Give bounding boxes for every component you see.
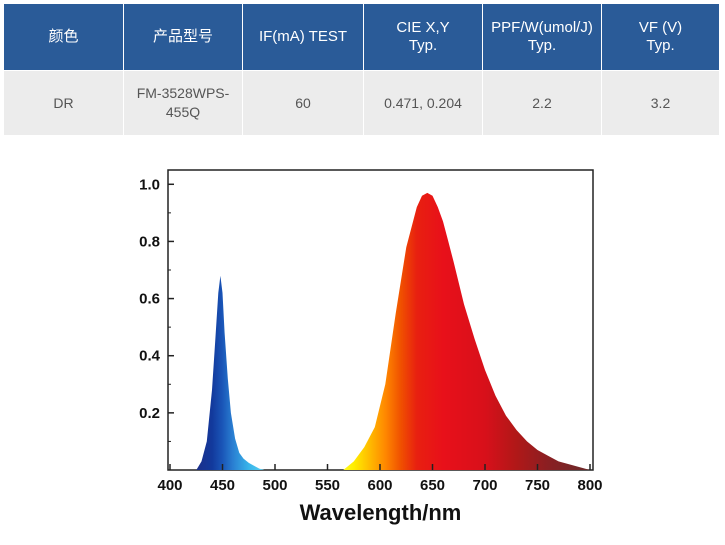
x-tick-label: 400 bbox=[157, 477, 182, 494]
header-text: VF (V) bbox=[638, 19, 683, 36]
cell-vf: 3.2 bbox=[601, 70, 720, 136]
x-axis-title: Wavelength/nm bbox=[300, 500, 462, 525]
header-text: Typ. bbox=[646, 37, 675, 54]
x-tick-label: 450 bbox=[210, 477, 235, 494]
cell-if: 60 bbox=[242, 70, 364, 136]
series-area-0 bbox=[196, 275, 265, 470]
table-row: DR FM-3528WPS-455Q 60 0.471, 0.204 2.2 3… bbox=[3, 70, 720, 136]
series-area-1 bbox=[343, 192, 590, 470]
x-tick-label: 650 bbox=[420, 477, 445, 494]
cell-cie: 0.471, 0.204 bbox=[363, 70, 483, 136]
y-tick-label: 0.2 bbox=[139, 405, 160, 422]
header-text: CIE X,Y bbox=[396, 19, 450, 36]
header-text: IF(mA) TEST bbox=[258, 28, 348, 45]
header-text: 颜色 bbox=[48, 28, 79, 45]
x-tick-label: 750 bbox=[525, 477, 550, 494]
x-tick-label: 800 bbox=[577, 477, 602, 494]
table-header-row: 颜色 产品型号 IF(mA) TEST CIE X,Y Typ. PPF/W(umol/J… bbox=[3, 3, 720, 71]
header-cie: CIE X,Y Typ. bbox=[363, 3, 483, 71]
x-tick-label: 550 bbox=[315, 477, 340, 494]
header-text: Typ. bbox=[408, 37, 438, 54]
header-color: 颜色 bbox=[3, 3, 124, 71]
x-tick-label: 600 bbox=[367, 477, 392, 494]
spec-table: 颜色 产品型号 IF(mA) TEST CIE X,Y Typ. PPF/W(umol/J… bbox=[3, 3, 720, 136]
header-text: PPF/W(umol/J) bbox=[491, 19, 593, 36]
header-if: IF(mA) TEST bbox=[242, 3, 364, 71]
spectrum-chart: 400 450 500 550 600 650 700 750 800 0.2 0.4 0.6 0.8 1… bbox=[139, 169, 603, 525]
header-text: Typ. bbox=[527, 37, 557, 54]
header-vf: VF (V) Typ. bbox=[601, 3, 720, 71]
y-tick-label: 0.6 bbox=[139, 291, 160, 308]
y-tick-label: 1.0 bbox=[139, 176, 160, 193]
y-tick-label: 0.4 bbox=[139, 348, 161, 365]
header-ppf: PPF/W(umol/J) Typ. bbox=[482, 3, 602, 71]
cell-color: DR bbox=[3, 70, 124, 136]
y-tick-label: 0.8 bbox=[139, 233, 160, 250]
cell-model: FM-3528WPS-455Q bbox=[123, 70, 243, 136]
header-model: 产品型号 bbox=[123, 3, 243, 71]
header-text: 产品型号 bbox=[152, 28, 213, 45]
x-tick-label: 500 bbox=[262, 477, 287, 494]
x-tick-label: 700 bbox=[472, 477, 497, 494]
cell-ppf: 2.2 bbox=[482, 70, 602, 136]
